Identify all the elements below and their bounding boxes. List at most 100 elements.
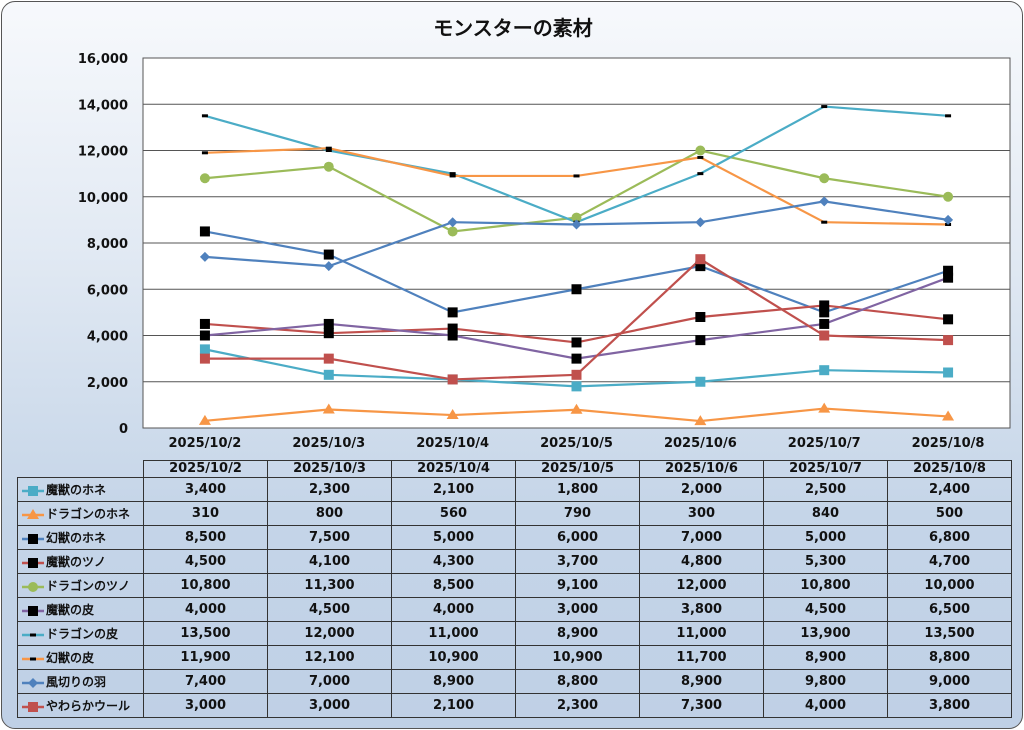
data-point <box>199 344 210 355</box>
data-point <box>447 226 458 237</box>
legend-marker <box>28 485 38 496</box>
data-point <box>323 353 334 364</box>
data-point <box>199 251 210 262</box>
y-tick-label: 12,000 <box>78 145 128 160</box>
chart-title: モンスターの素材 <box>433 16 593 40</box>
x-tick-label: 2025/10/7 <box>788 436 861 451</box>
data-point <box>695 145 706 156</box>
data-point <box>819 196 830 207</box>
table-cell-value: 7,000 <box>267 669 392 694</box>
table-cell-value: 8,800 <box>515 669 640 694</box>
x-tick-label: 2025/10/4 <box>416 436 489 451</box>
data-point <box>943 265 954 276</box>
legend-key-icon <box>22 653 44 665</box>
table-cell-value: 11,700 <box>639 645 764 670</box>
data-point <box>199 173 210 184</box>
legend-key-icon <box>22 485 44 497</box>
table-cell-value: 2,100 <box>391 477 516 502</box>
data-point <box>695 217 706 228</box>
data-point <box>697 155 704 159</box>
data-point <box>819 173 830 184</box>
table-cell-value: 4,300 <box>391 549 516 574</box>
legend-label: ドラゴンの皮 <box>46 627 119 641</box>
table-header-date: 2025/10/3 <box>267 460 392 478</box>
data-point <box>943 191 954 202</box>
legend-label: 幻獣の皮 <box>46 651 95 665</box>
table-cell-value: 2,000 <box>639 477 764 502</box>
table-cell-value: 11,300 <box>267 573 392 598</box>
legend-cell: 幻獣のホネ <box>17 525 144 550</box>
y-tick-label: 8,000 <box>87 237 128 252</box>
data-point <box>695 376 706 387</box>
legend-label: やわらかウール <box>46 699 131 713</box>
table-cell-value: 8,500 <box>143 525 268 550</box>
table-header-date: 2025/10/2 <box>143 460 268 478</box>
table-cell-value: 8,900 <box>515 621 640 646</box>
table-cell-value: 3,000 <box>267 693 392 718</box>
table-row: 幻獣の皮 11,900 12,100 10,900 10,900 11,700 8,900 8… <box>17 645 1012 670</box>
legend-key-icon <box>22 677 44 689</box>
data-point <box>447 374 458 385</box>
data-point <box>571 369 582 380</box>
table-row: 魔獣のホネ 3,400 2,300 2,100 1,800 2,000 2,500 2,400 <box>17 477 1012 502</box>
table-cell-value: 2,400 <box>887 477 1012 502</box>
legend-marker <box>30 633 36 636</box>
legend-cell: 風切りの羽 <box>17 669 144 694</box>
data-point <box>694 415 707 426</box>
table-cell-value: 11,000 <box>639 621 764 646</box>
table-cell-value: 10,800 <box>143 573 268 598</box>
table-cell-value: 7,000 <box>639 525 764 550</box>
y-tick-label: 6,000 <box>87 283 128 298</box>
data-point <box>201 114 208 118</box>
table-cell-value: 310 <box>143 501 268 526</box>
table-cell-value: 790 <box>515 501 640 526</box>
table-row: 風切りの羽 7,400 7,000 8,900 8,800 8,900 9,800 9,000 <box>17 669 1012 694</box>
x-tick-label: 2025/10/6 <box>664 436 737 451</box>
table-cell-value: 8,900 <box>763 645 888 670</box>
table-cell-value: 8,900 <box>391 669 516 694</box>
table-row: ドラゴンの皮 13,500 12,000 11,000 8,900 11,000 13,90… <box>17 621 1012 646</box>
data-point <box>571 212 582 223</box>
table-cell-value: 12,100 <box>267 645 392 670</box>
data-point <box>942 410 955 421</box>
data-point <box>323 369 334 380</box>
data-point <box>697 172 704 176</box>
data-point <box>449 174 456 178</box>
data-point <box>943 335 954 346</box>
table-cell-value: 300 <box>639 501 764 526</box>
x-tick-label: 2025/10/8 <box>912 436 985 451</box>
table-cell-value: 4,000 <box>391 597 516 622</box>
table-cell-value: 2,500 <box>763 477 888 502</box>
table-cell-value: 13,500 <box>143 621 268 646</box>
x-tick-label: 2025/10/5 <box>540 436 613 451</box>
table-header-date: 2025/10/6 <box>639 460 764 478</box>
table-cell-value: 3,400 <box>143 477 268 502</box>
data-point <box>198 414 211 425</box>
legend-cell: 魔獣のホネ <box>17 477 144 502</box>
data-point <box>819 300 830 311</box>
legend-cell: 魔獣のツノ <box>17 549 144 574</box>
legend-marker <box>30 657 36 660</box>
data-point <box>943 214 954 225</box>
data-point <box>449 172 456 176</box>
table-header-date: 2025/10/7 <box>763 460 888 478</box>
data-point <box>447 307 458 318</box>
table-cell-value: 11,900 <box>143 645 268 670</box>
legend-label: ドラゴンのホネ <box>46 507 131 521</box>
legend-key-icon <box>22 605 44 617</box>
data-point <box>571 284 582 295</box>
table-cell-value: 3,000 <box>143 693 268 718</box>
table-header-date: 2025/10/5 <box>515 460 640 478</box>
table-row: 幻獣のホネ 8,500 7,500 5,000 6,000 7,000 5,000 6,800 <box>17 525 1012 550</box>
table-cell-value: 560 <box>391 501 516 526</box>
legend-cell: ドラゴンのツノ <box>17 573 144 598</box>
table-cell-value: 500 <box>887 501 1012 526</box>
table-cell-value: 5,000 <box>391 525 516 550</box>
legend-marker <box>28 701 38 712</box>
data-table: 2025/10/2 2025/10/3 2025/10/4 2025/10/5 2025… <box>17 460 1012 718</box>
y-tick-label: 0 <box>119 422 128 437</box>
legend-key-icon <box>22 701 44 713</box>
table-cell-value: 7,400 <box>143 669 268 694</box>
